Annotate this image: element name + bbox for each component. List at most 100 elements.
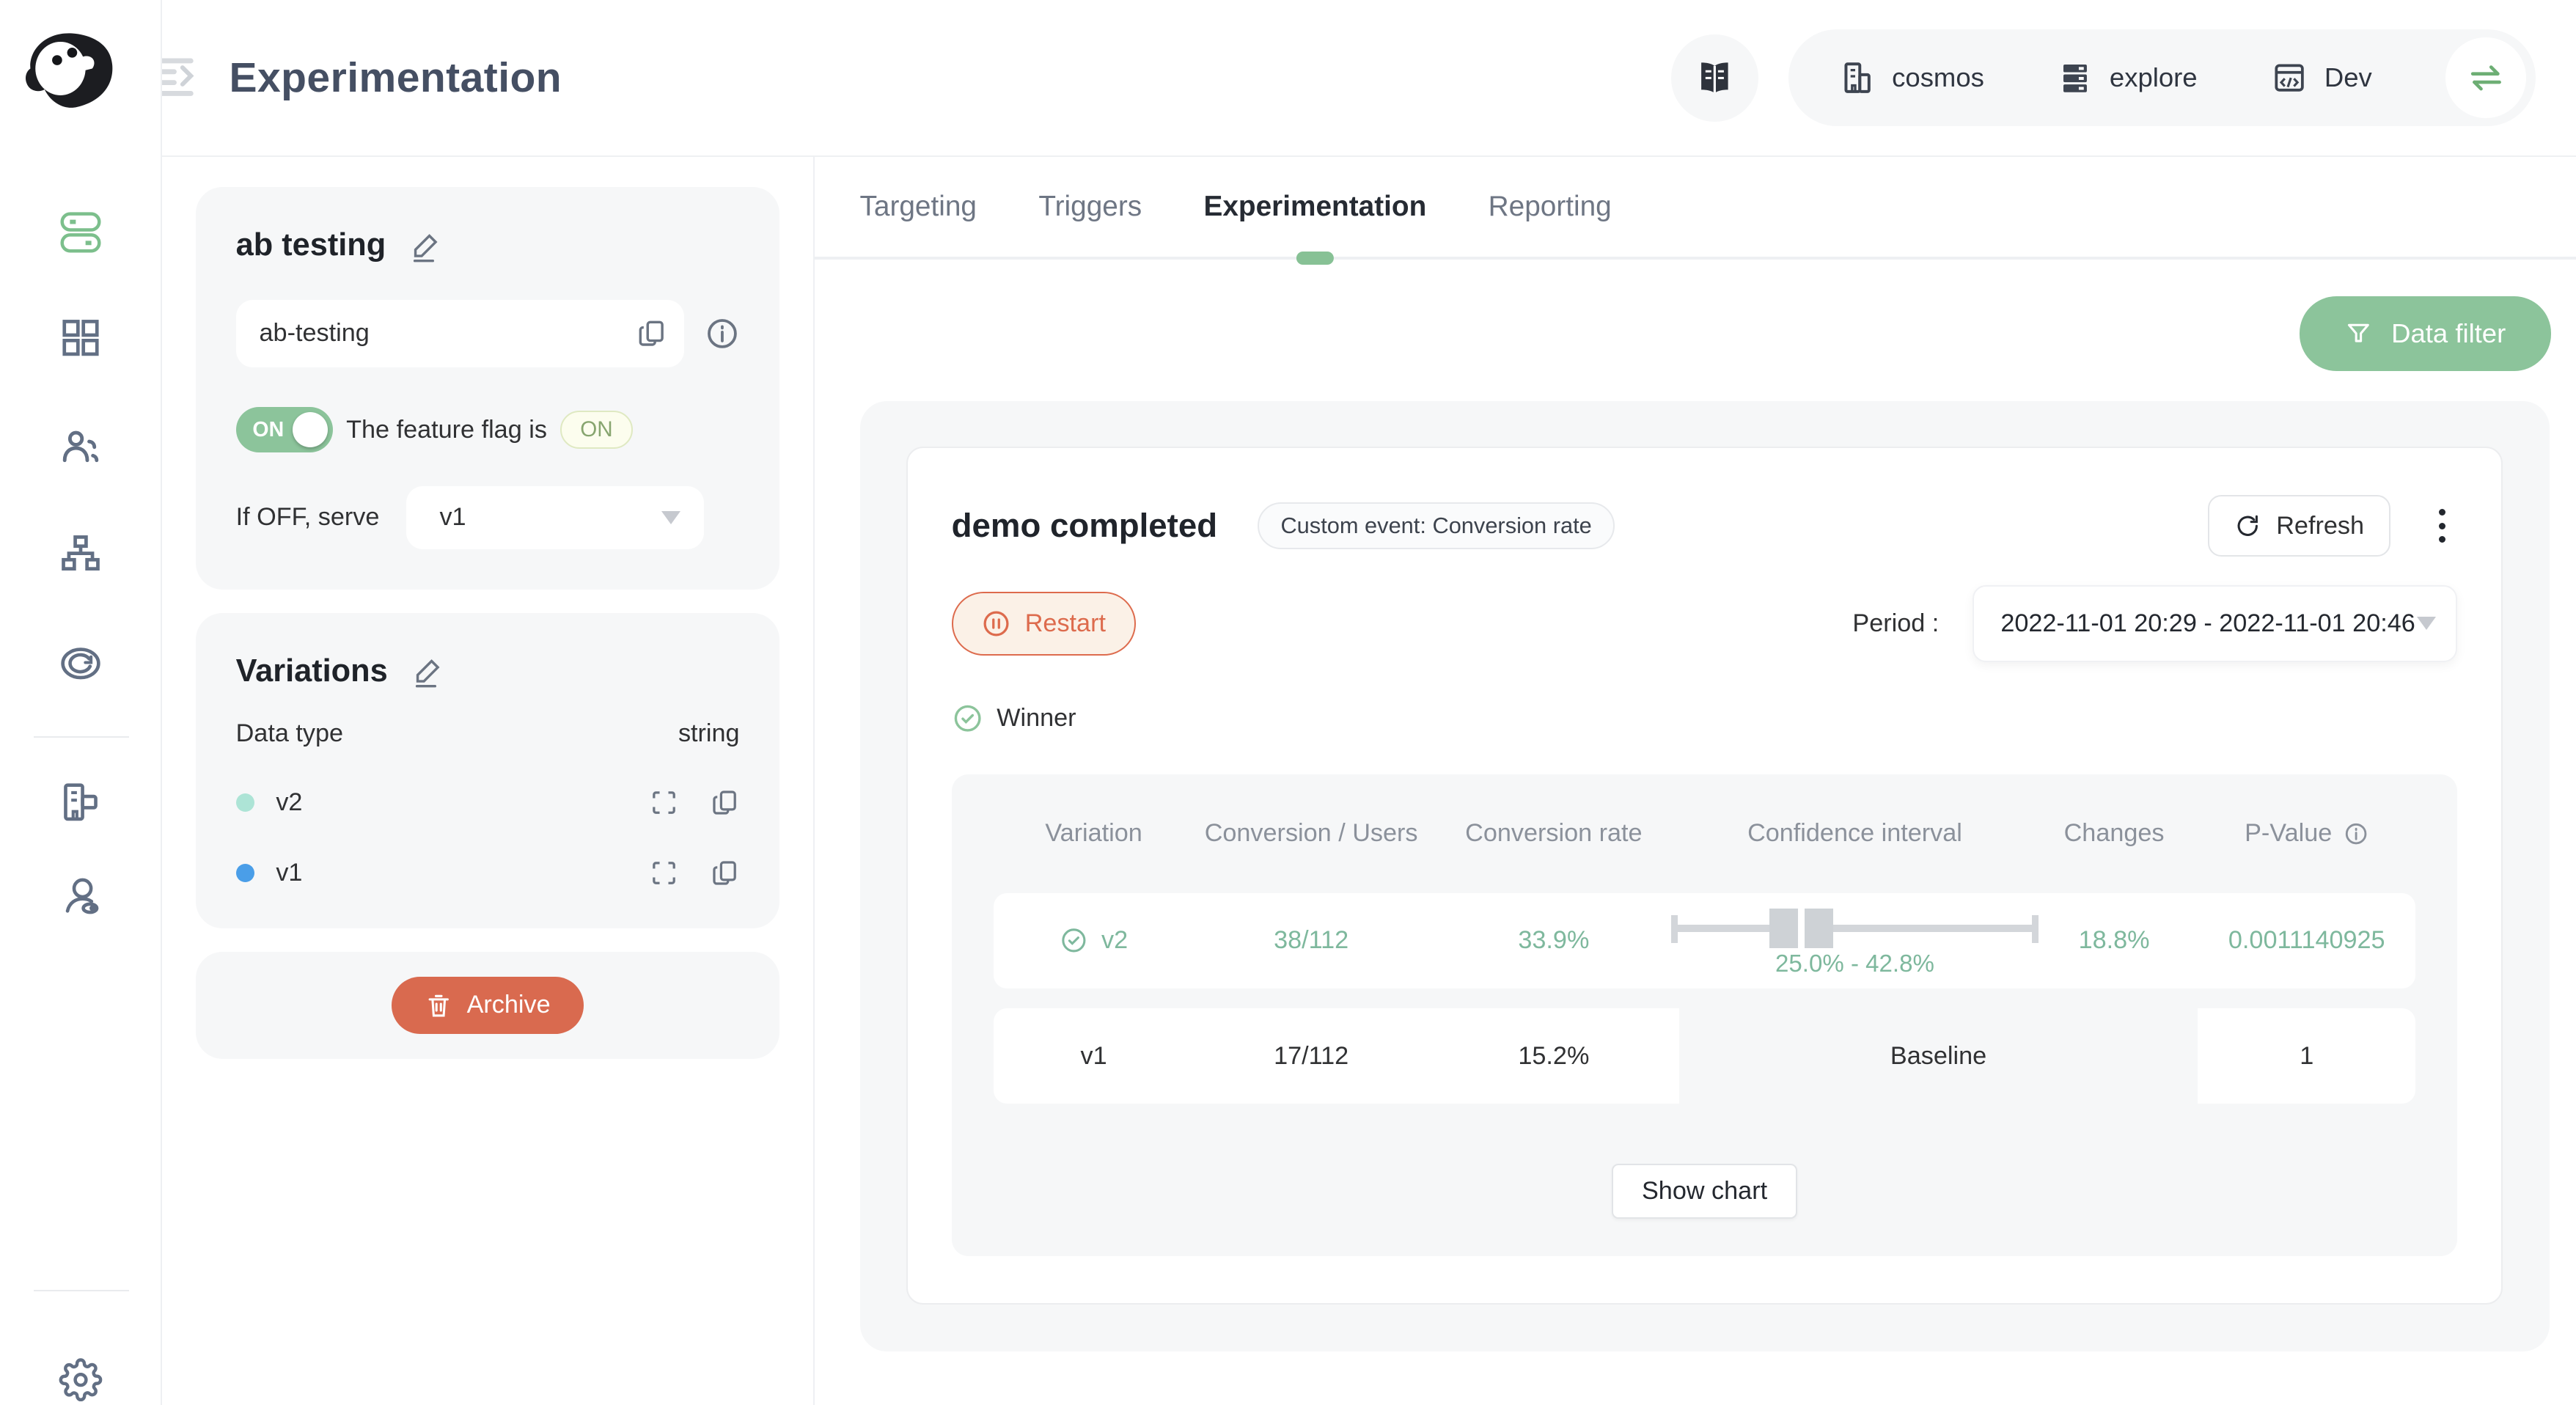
data-type-value: string [678,719,740,747]
results-table-header: Variation Conversion / Users Conversion … [994,774,2416,893]
cell-p-value: 1 [2300,1041,2314,1070]
winner-label: Winner [997,703,1076,732]
restart-label: Restart [1024,609,1106,637]
flag-key-input[interactable] [259,319,636,348]
archive-button-label: Archive [466,991,551,1019]
experiment-event-badge: Custom event: Conversion rate [1257,502,1615,549]
tab-reporting[interactable]: Reporting [1488,190,1612,222]
project-switcher[interactable]: explore [2058,60,2198,95]
period-select[interactable]: 2022-11-01 20:29 - 2022-11-01 20:46 [1972,585,2458,662]
main-content: Targeting Triggers Experimentation Repor… [814,157,2576,1405]
org-name: cosmos [1892,62,1984,93]
copy-variation-icon[interactable] [710,788,740,818]
project-name: explore [2109,62,2198,93]
winner-check-icon [1062,928,1086,953]
pause-circle-icon [983,611,1009,637]
cell-changes: 18.8% [2078,926,2150,955]
copy-flag-key-icon[interactable] [636,318,667,349]
env-name: Dev [2324,62,2372,93]
copy-variation-icon[interactable] [710,858,740,888]
variations-title: Variations [235,653,388,689]
restart-button[interactable]: Restart [951,592,1136,656]
variation-color-dot [235,864,254,883]
flag-name: ab testing [235,227,386,263]
more-actions-kebab-icon[interactable] [2427,502,2457,549]
flag-detail-panel: ab testing [162,157,815,1405]
tab-bar: Targeting Triggers Experimentation Repor… [814,157,2576,260]
sidebar-item-experiments[interactable] [58,641,103,686]
flag-key-field[interactable] [235,300,685,367]
refresh-icon [2237,515,2258,536]
sidebar-divider [33,735,129,738]
archive-card: Archive [195,951,780,1059]
app-logo-icon[interactable] [22,30,119,117]
archive-button[interactable]: Archive [391,977,584,1034]
env-switcher[interactable]: Dev [2271,59,2372,96]
edit-variations-icon[interactable] [411,654,445,688]
funnel-icon [2348,323,2370,342]
toggle-on-label: ON [252,417,285,441]
org-switcher[interactable]: cosmos [1838,59,1984,96]
chevron-down-icon [661,510,680,524]
expand-variation-icon[interactable] [649,858,679,888]
switch-environment-button[interactable] [2445,37,2526,118]
feature-flag-toggle[interactable]: ON [235,407,333,452]
tab-experimentation[interactable]: Experimentation [1204,157,1427,256]
refresh-label: Refresh [2276,511,2364,540]
data-filter-button[interactable]: Data filter [2299,296,2551,372]
trash-icon [428,994,449,1017]
cell-conversion-users: 17/112 [1274,1041,1349,1070]
flag-key-info-icon[interactable] [705,316,740,351]
show-chart-button[interactable]: Show chart [1612,1164,1797,1219]
edit-flag-name-icon[interactable] [409,229,443,263]
off-serve-value: v1 [439,503,466,532]
sidebar-item-dashboard[interactable] [59,316,102,359]
period-label: Period : [1852,609,1940,637]
p-value-info-icon[interactable] [2344,821,2368,846]
cell-p-value: 0.0011140925 [2228,926,2385,955]
swap-arrows-icon [2470,65,2501,91]
organization-icon [1844,62,1871,94]
cell-conversion-rate: 33.9% [1518,926,1590,955]
sidebar-divider [33,1289,129,1292]
sidebar-item-end-users[interactable] [58,425,103,470]
docs-button[interactable] [1671,34,1758,122]
expand-variation-icon[interactable] [649,788,679,818]
cell-baseline: Baseline [1678,1008,2198,1104]
top-bar: Experimentation cosmos [151,0,2576,158]
col-changes: Changes [2063,819,2165,848]
col-variation: Variation [1045,819,1142,848]
chevron-down-icon [2417,617,2437,631]
refresh-button[interactable]: Refresh [2208,494,2391,557]
experiment-title: demo completed [951,507,1218,545]
winner-check-icon [954,705,981,732]
environment-icon [2275,64,2304,92]
book-icon [1701,62,1728,93]
sidebar-item-segments[interactable] [59,532,102,575]
confidence-interval-boxplot [1670,908,2039,949]
period-value: 2022-11-01 20:29 - 2022-11-01 20:46 [2000,609,2415,637]
sidebar-item-organization[interactable] [58,779,103,825]
col-conversion-rate: Conversion rate [1465,819,1643,848]
off-serve-label: If OFF, serve [235,503,380,532]
sidebar-item-feature-flags[interactable] [57,209,104,256]
sidebar-item-settings[interactable] [59,1358,103,1402]
cell-conversion-users: 38/112 [1274,926,1349,955]
off-serve-select[interactable]: v1 [406,485,704,550]
data-type-label: Data type [235,719,344,747]
tab-triggers[interactable]: Triggers [1038,190,1142,222]
col-conversion-users: Conversion / Users [1204,819,1418,848]
results-table: Variation Conversion / Users Conversion … [951,774,2458,1256]
tab-targeting[interactable]: Targeting [859,190,977,222]
toggle-knob [293,412,329,448]
variation-row: v1 [235,858,740,888]
cell-variation: v1 [1080,1041,1107,1070]
flag-status-badge: ON [560,411,633,449]
data-filter-label: Data filter [2391,318,2506,349]
variation-color-dot [235,793,254,812]
sidebar-item-account[interactable] [58,873,103,919]
cell-confidence-interval: 25.0% - 42.8% [1775,950,1934,977]
project-icon [2063,65,2088,92]
cell-conversion-rate: 15.2% [1518,1041,1590,1070]
workspace-switcher: cosmos explore [1788,29,2536,127]
